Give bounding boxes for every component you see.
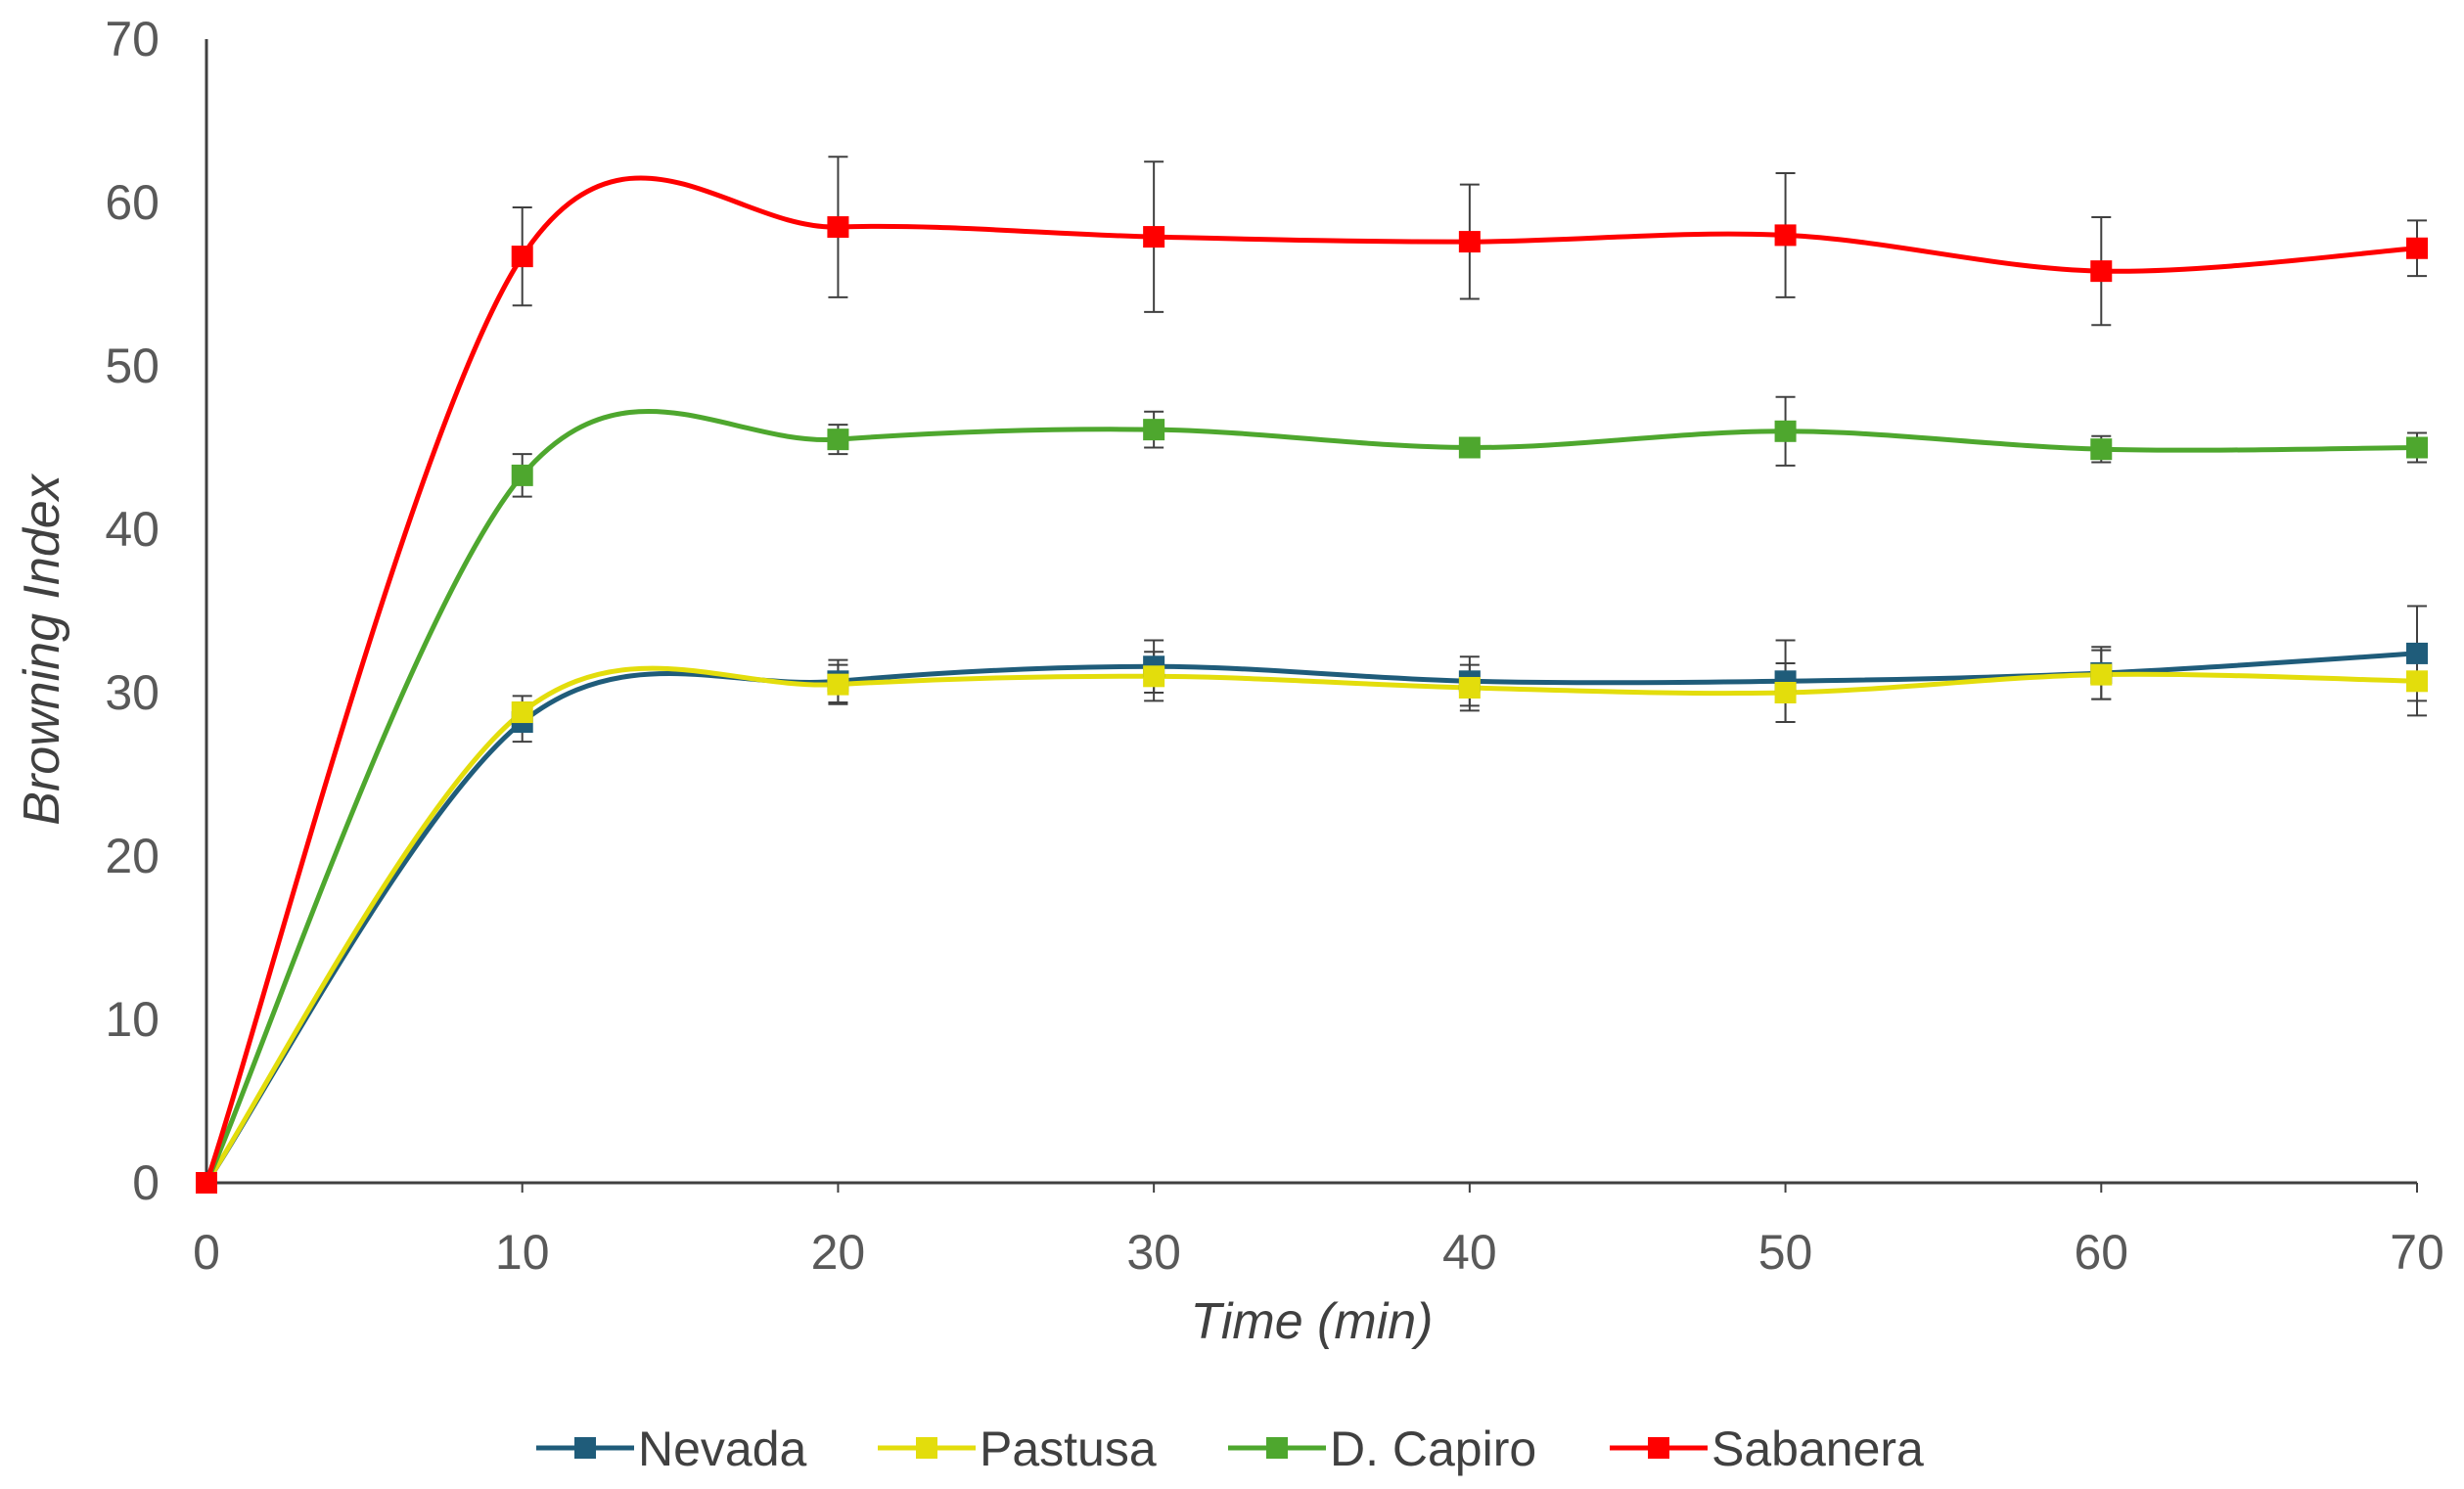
x-tick-label: 0 — [193, 1225, 220, 1280]
pastusa-data-point — [2406, 670, 2428, 693]
sabanera-series-line — [204, 175, 2420, 1186]
x-tick-label: 60 — [2074, 1225, 2128, 1280]
sabanera-data-point — [2406, 237, 2428, 259]
nevada-series-line — [204, 651, 2420, 1186]
legend-item-nevada: Nevada — [536, 1421, 807, 1476]
pastusa-data-point — [2090, 663, 2113, 686]
d-capiro-data-point — [827, 429, 849, 451]
pastusa-data-point — [1774, 682, 1797, 703]
legend-swatch-marker — [1648, 1437, 1669, 1459]
sabanera-data-point — [827, 216, 849, 239]
y-axis-title: Browning Index — [14, 473, 70, 825]
ticks-group: 0 10 20 30 40 50 60 70 0 10 20 30 40 50 60 70 — [105, 12, 2443, 1280]
sabanera-data-point — [511, 246, 533, 268]
pastusa-data-point — [827, 673, 849, 696]
x-tick-label: 30 — [1126, 1225, 1181, 1280]
x-tick-label: 40 — [1442, 1225, 1497, 1280]
sabanera-data-point — [1143, 226, 1165, 248]
pastusa-data-point — [1458, 676, 1481, 699]
d-capiro-data-point — [2090, 438, 2113, 461]
legend-swatch-marker — [574, 1437, 596, 1459]
y-tick-label: 20 — [105, 829, 160, 883]
d-capiro-data-point — [1458, 436, 1481, 459]
legend-item-sabanera: Sabanera — [1610, 1421, 1924, 1476]
pastusa-data-point — [1143, 665, 1165, 688]
y-tick-label: 0 — [132, 1155, 160, 1210]
y-tick-label: 60 — [105, 175, 160, 230]
x-tick-label: 70 — [2390, 1225, 2444, 1280]
legend-label: D. Capiro — [1330, 1421, 1536, 1476]
x-tick-label: 20 — [811, 1225, 866, 1280]
pastusa-series-line — [204, 665, 2420, 1186]
sabanera-data-point — [2090, 260, 2113, 283]
axes-group — [205, 39, 2417, 1185]
sabanera-data-point — [1458, 231, 1481, 253]
legend-item-d-capiro: D. Capiro — [1228, 1421, 1536, 1476]
x-tick-label: 50 — [1758, 1225, 1813, 1280]
legend-swatch-marker — [916, 1437, 937, 1459]
legend-swatch-marker — [1266, 1437, 1288, 1459]
y-tick-label: 70 — [105, 12, 160, 67]
y-tick-label: 30 — [105, 665, 160, 720]
legend-label: Nevada — [638, 1421, 807, 1476]
d-capiro-data-point — [511, 464, 533, 486]
legend-item-pastusa: Pastusa — [878, 1421, 1157, 1476]
pastusa-data-point — [511, 701, 533, 724]
legend: Nevada Pastusa D. Capiro Sabanera — [536, 1421, 1924, 1476]
d-capiro-series-line — [204, 409, 2420, 1186]
d-capiro-data-point — [2406, 436, 2428, 459]
d-capiro-data-point — [1774, 420, 1797, 442]
y-tick-label: 50 — [105, 338, 160, 393]
x-tick-label: 10 — [495, 1225, 550, 1280]
nevada-data-point — [2406, 642, 2428, 664]
sabanera-data-point — [196, 1172, 217, 1194]
x-axis-title: Time (min) — [1191, 1293, 1434, 1350]
sabanera-data-point — [1774, 224, 1797, 247]
y-tick-label: 40 — [105, 502, 160, 557]
legend-label: Pastusa — [980, 1421, 1157, 1476]
series-lines-group — [204, 175, 2420, 1186]
d-capiro-data-point — [1143, 419, 1165, 441]
y-tick-label: 10 — [105, 992, 160, 1047]
legend-label: Sabanera — [1711, 1421, 1924, 1476]
markers-group — [196, 216, 2428, 1194]
